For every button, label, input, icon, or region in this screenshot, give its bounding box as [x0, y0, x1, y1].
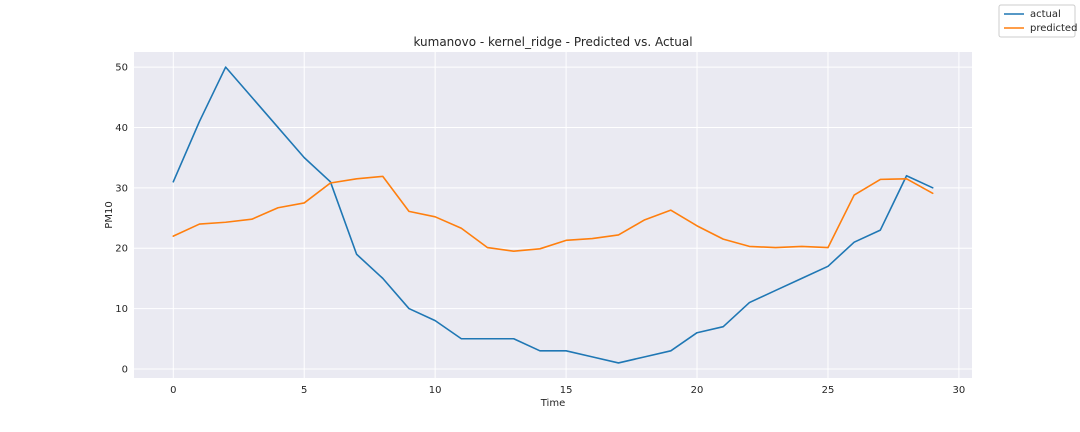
- chart-title: kumanovo - kernel_ridge - Predicted vs. …: [413, 35, 692, 49]
- y-tick-label: 0: [122, 364, 128, 375]
- grid: [134, 52, 972, 378]
- legend-frame: [998, 4, 1076, 38]
- x-tick-label: 20: [691, 385, 704, 396]
- y-tick-label: 20: [115, 244, 128, 255]
- series-lines: [172, 66, 934, 364]
- series-line-predicted: [172, 175, 934, 253]
- y-axis-title: PM10: [104, 201, 115, 228]
- x-tick-label: 15: [560, 385, 573, 396]
- y-tick-label: 30: [115, 183, 128, 194]
- x-tick-label: 10: [429, 385, 442, 396]
- series-line-actual: [172, 66, 934, 364]
- y-tick-labels: 0 10 20 30 40 50: [115, 63, 128, 376]
- x-tick-label: 25: [822, 385, 835, 396]
- x-tick-label: 30: [953, 385, 966, 396]
- legend-label-predicted: predicted: [1030, 23, 1077, 34]
- x-axis-title: Time: [540, 398, 565, 409]
- y-tick-label: 50: [115, 63, 128, 74]
- y-tick-label: 40: [115, 123, 128, 134]
- legend-label-actual: actual: [1030, 9, 1061, 20]
- plot-background: [134, 52, 972, 378]
- x-tick-label: 0: [170, 385, 176, 396]
- x-tick-labels: 0 5 10 15 20 25 30: [170, 385, 965, 396]
- legend: actual predicted: [998, 4, 1077, 38]
- x-tick-label: 5: [301, 385, 307, 396]
- y-tick-label: 10: [115, 304, 128, 315]
